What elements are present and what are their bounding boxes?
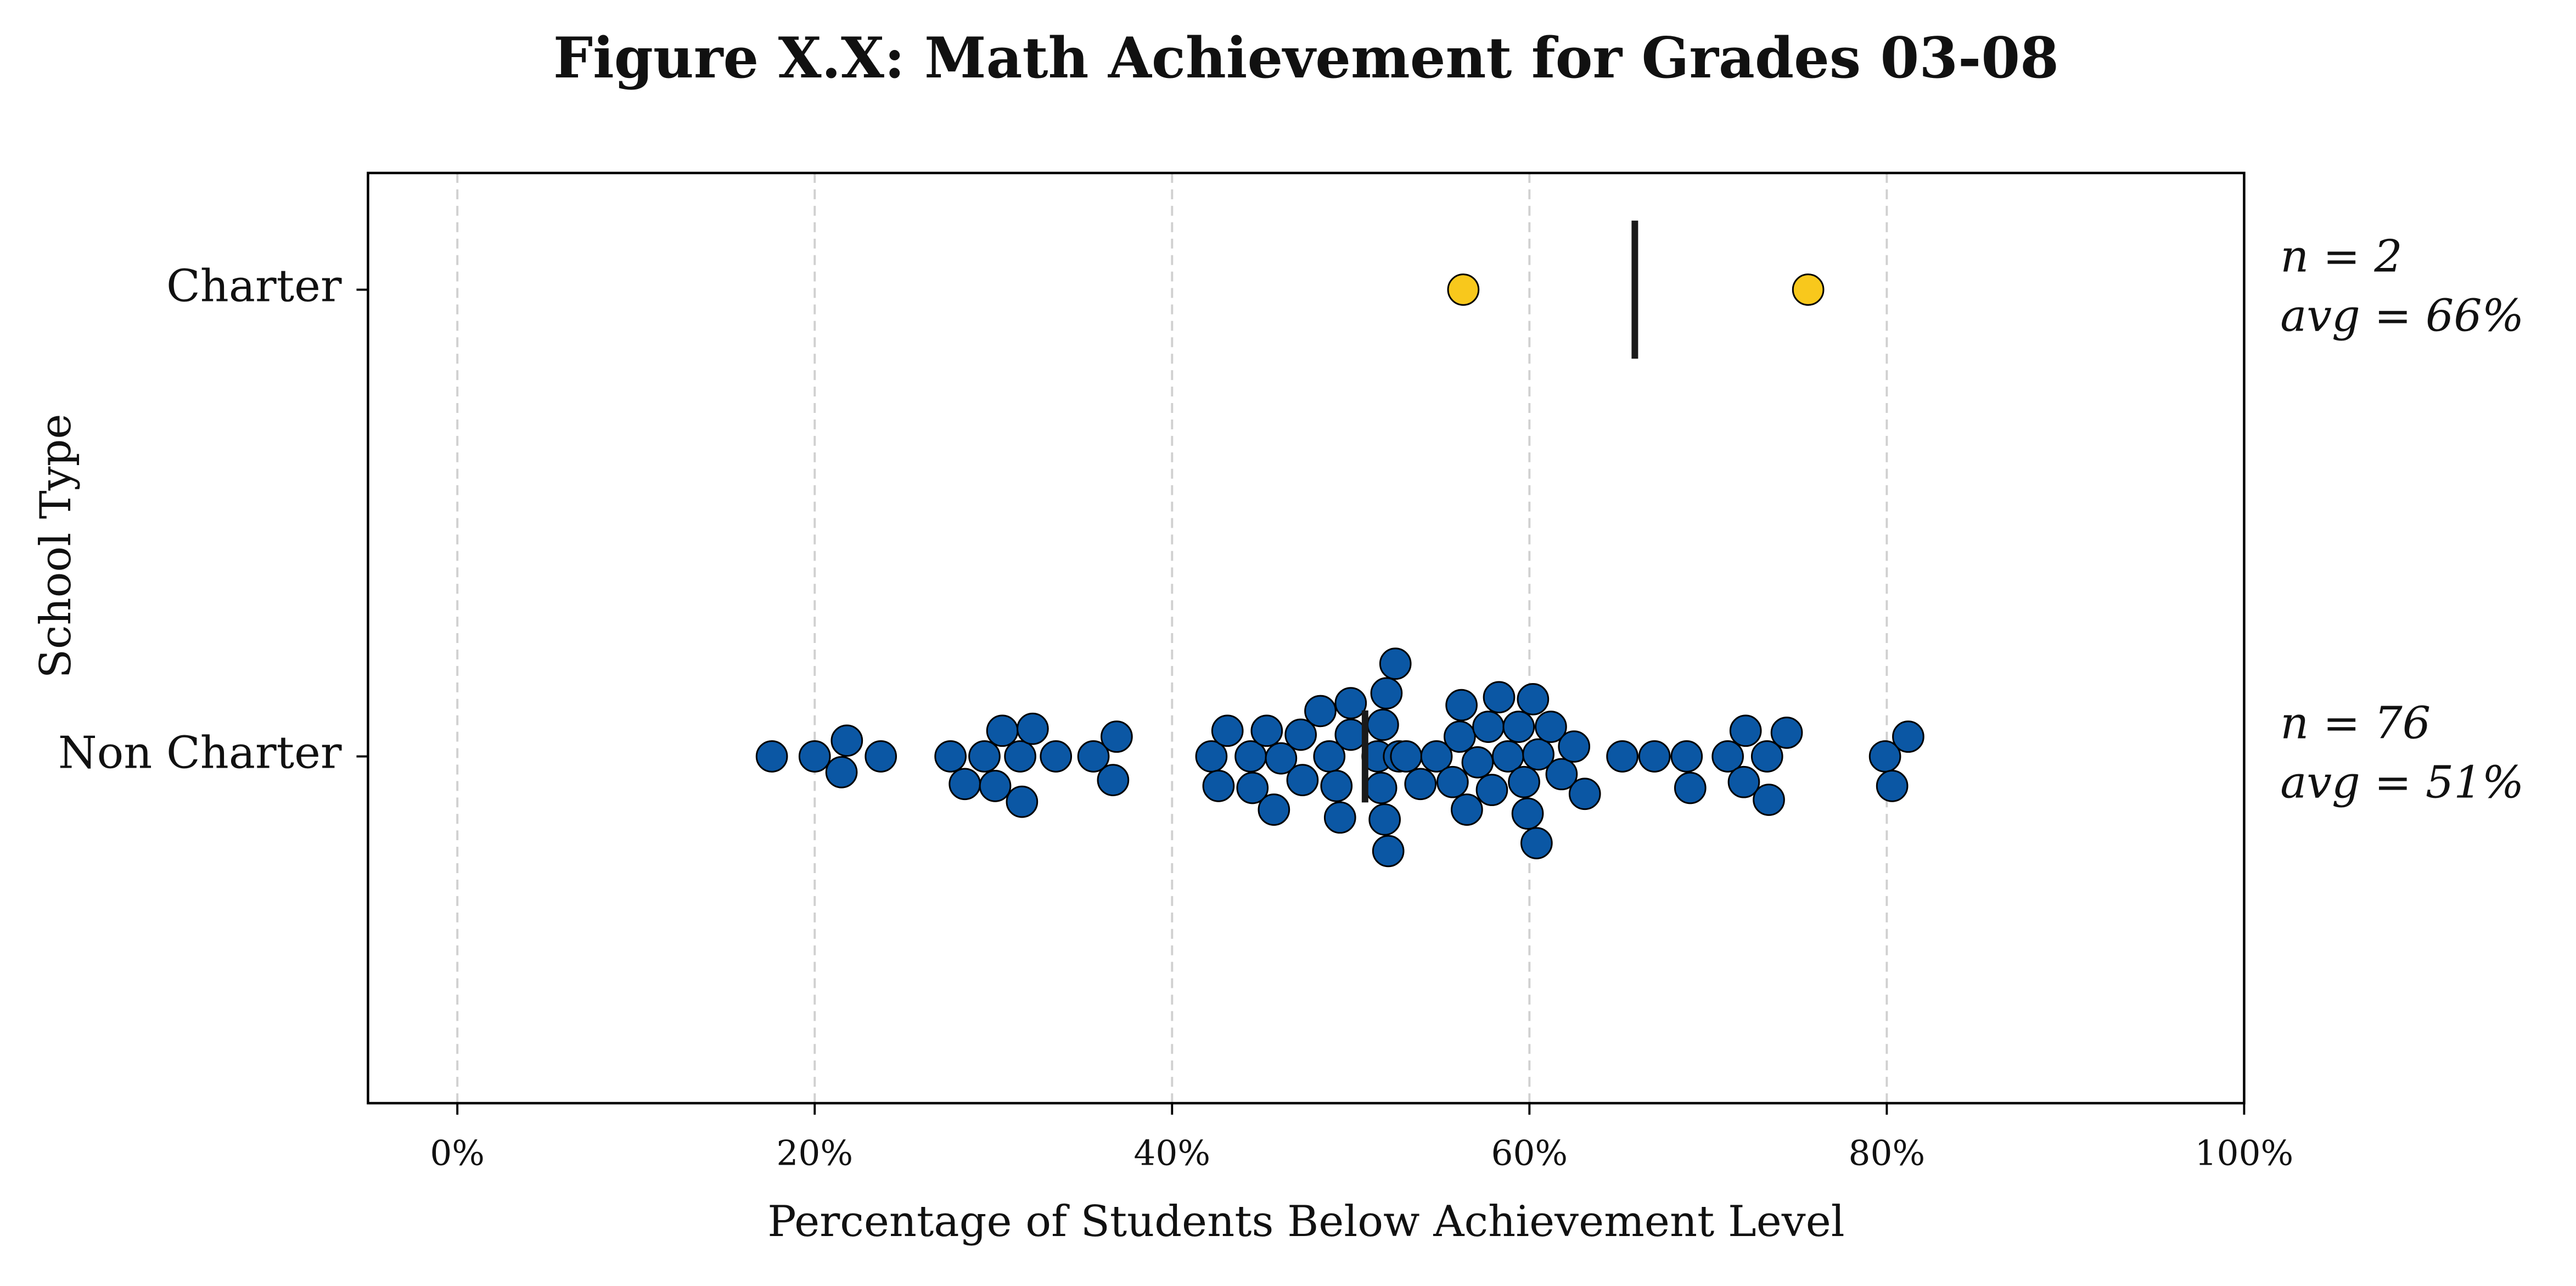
point [1284, 718, 1317, 751]
x-axis-label: Percentage of Students Below Achievement… [767, 1197, 1844, 1246]
point [1258, 793, 1290, 826]
point [1320, 770, 1353, 802]
point [1368, 803, 1401, 836]
point [1522, 738, 1554, 771]
point [865, 740, 897, 773]
point [1606, 740, 1638, 773]
point [1390, 740, 1423, 773]
point [1558, 730, 1591, 763]
point [1040, 740, 1073, 773]
point [798, 740, 831, 773]
point [1265, 742, 1298, 775]
annotation: n = 2 [2280, 231, 2403, 283]
point [1472, 711, 1505, 743]
point [1334, 718, 1367, 751]
point [1638, 740, 1671, 773]
x-tick-label: 60% [1491, 1133, 1568, 1173]
point [1365, 771, 1398, 804]
point [1753, 784, 1785, 816]
point [825, 756, 858, 789]
point [1370, 677, 1403, 709]
plot-frame [367, 171, 2246, 1105]
point [1323, 801, 1356, 834]
point [1674, 771, 1707, 804]
point [1379, 647, 1412, 680]
point [1286, 764, 1319, 796]
point [1334, 687, 1367, 719]
point [1475, 774, 1508, 806]
point [1006, 785, 1039, 818]
point [1770, 717, 1803, 749]
point [1017, 712, 1049, 745]
point [986, 714, 1019, 747]
point [1447, 273, 1480, 306]
point [968, 740, 1001, 773]
point [1077, 740, 1110, 773]
point [1372, 835, 1405, 868]
x-tick-label: 40% [1133, 1133, 1210, 1173]
point [1420, 740, 1453, 773]
point [1792, 273, 1825, 306]
point [1444, 720, 1476, 753]
point [1097, 764, 1130, 796]
point [1670, 740, 1703, 773]
point [1508, 765, 1540, 798]
point [1535, 711, 1567, 743]
point [934, 740, 967, 773]
point [1211, 714, 1244, 747]
point [1404, 768, 1437, 801]
x-tick-label: 0% [430, 1133, 485, 1173]
point [1461, 746, 1494, 779]
annotation: avg = 66% [2280, 290, 2524, 342]
point [1750, 740, 1783, 773]
point [1250, 714, 1283, 747]
y-tick-label: Non Charter [58, 728, 342, 779]
chart-title: Figure X.X: Math Achievement for Grades … [553, 25, 2059, 91]
annotation: avg = 51% [2280, 757, 2524, 808]
point [1445, 689, 1478, 722]
point [830, 724, 863, 757]
point [1304, 695, 1337, 728]
annotation: n = 76 [2280, 698, 2431, 750]
point [1436, 765, 1469, 798]
y-tick-label: Charter [166, 261, 342, 312]
point [1004, 740, 1036, 773]
point [1202, 770, 1235, 802]
point [1568, 778, 1601, 810]
x-tick-label: 80% [1849, 1133, 1926, 1173]
point [1101, 720, 1133, 753]
point [979, 770, 1012, 802]
x-tick-label: 20% [776, 1133, 853, 1173]
point [1545, 758, 1578, 791]
point [1892, 720, 1924, 753]
point [1729, 714, 1762, 747]
y-axis-label: School Type [31, 413, 81, 678]
point [1451, 793, 1483, 826]
point [1367, 708, 1399, 741]
point [1236, 771, 1269, 804]
point [1876, 770, 1909, 802]
point [949, 768, 981, 801]
point [1511, 797, 1544, 830]
x-tick-label: 100% [2195, 1133, 2294, 1173]
point [1711, 740, 1744, 773]
point [1727, 765, 1760, 798]
point [1483, 681, 1516, 714]
point [755, 740, 788, 773]
point [1520, 827, 1553, 859]
point [1502, 711, 1535, 743]
point [1517, 683, 1550, 715]
